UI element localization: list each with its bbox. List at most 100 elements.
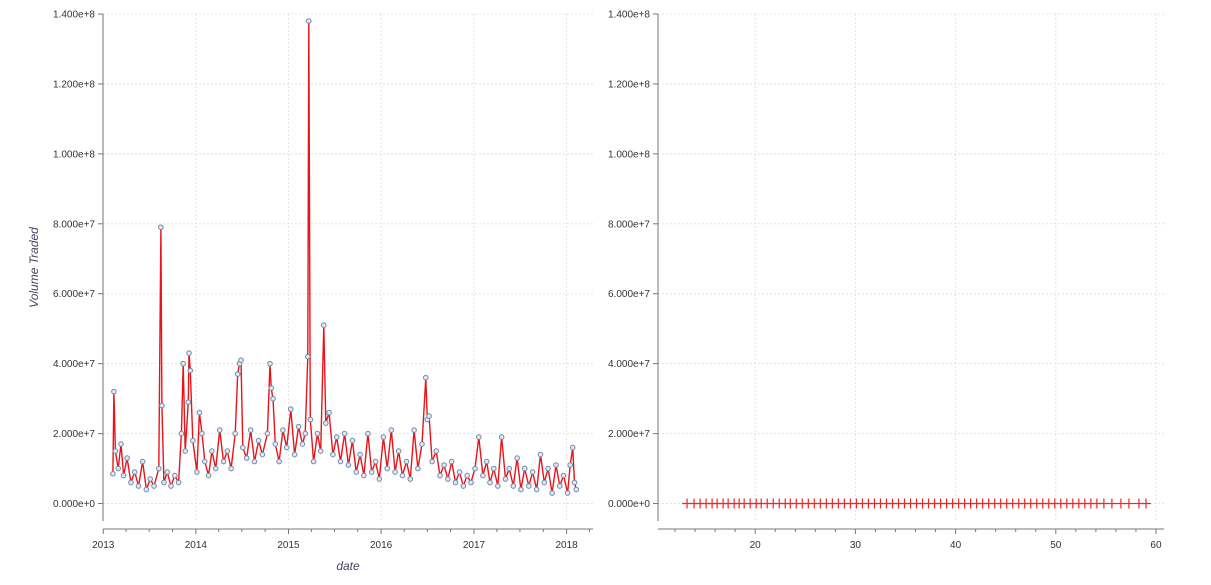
data-point — [314, 430, 321, 437]
x-tick-label: 40 — [950, 540, 962, 551]
y-axis-label: Volume Traded — [27, 227, 41, 308]
x-axis-label: date — [336, 559, 360, 573]
data-point — [247, 427, 254, 433]
data-point — [365, 430, 371, 437]
data-point — [456, 469, 463, 475]
data-point — [349, 437, 356, 444]
y-tick-label: 8.000e+7 — [608, 219, 650, 230]
data-point — [216, 427, 223, 433]
data-point — [276, 458, 282, 465]
data-point — [264, 430, 271, 437]
data-point — [199, 430, 205, 437]
data-point — [118, 441, 124, 447]
grid — [658, 13, 1164, 521]
data-point — [448, 458, 455, 465]
y-tick-label: 1.000e+8 — [608, 149, 650, 160]
data-point — [161, 479, 167, 486]
data-point — [380, 434, 387, 440]
x-tick-label: 30 — [850, 540, 862, 551]
data-point — [158, 224, 164, 231]
data-point — [310, 458, 317, 465]
y-tick-label: 1.400e+8 — [53, 10, 95, 21]
data-point — [317, 448, 324, 454]
data-point — [291, 451, 298, 458]
data-point — [452, 479, 459, 486]
y-tick-label: 6.000e+7 — [53, 289, 95, 300]
data-point — [422, 374, 429, 381]
data-point — [468, 479, 474, 486]
y-tick-label: 0.000e+0 — [53, 499, 95, 510]
data-point — [304, 353, 311, 360]
data-point — [143, 486, 150, 493]
data-point — [330, 451, 336, 458]
x-tick-label: 50 — [1050, 540, 1062, 551]
data-point — [564, 490, 571, 496]
data-point — [326, 409, 332, 416]
data-point — [147, 476, 153, 482]
data-point — [437, 472, 443, 479]
data-point — [135, 483, 142, 489]
data-point — [299, 441, 306, 447]
y-tick-label: 1.200e+8 — [608, 79, 650, 90]
y-tick-label: 8.000e+7 — [53, 219, 95, 230]
y-tick-label: 4.000e+7 — [608, 359, 650, 370]
data-point — [295, 423, 302, 430]
series-markers — [682, 498, 1151, 509]
volume-by-date-plot: 0.000e+0 2.000e+7 4.000e+7 6.000e+7 8.000e+7… — [27, 10, 593, 573]
y-tick-label: 6.000e+7 — [608, 289, 650, 300]
data-point — [361, 472, 367, 479]
data-point — [220, 458, 227, 465]
y-tick-label: 1.200e+8 — [53, 79, 95, 90]
x-tick-label: 60 — [1150, 540, 1162, 551]
data-point — [490, 465, 497, 472]
data-point — [403, 458, 410, 465]
data-point — [307, 416, 314, 423]
series-line — [112, 20, 577, 494]
data-point — [529, 469, 536, 475]
data-point — [498, 434, 505, 440]
data-point — [232, 430, 239, 437]
data-point — [553, 462, 559, 468]
data-point — [175, 479, 182, 486]
data-point — [573, 486, 580, 493]
data-point — [333, 434, 340, 440]
data-point — [259, 451, 266, 458]
volume-line — [112, 20, 577, 494]
data-point — [151, 483, 157, 489]
data-point — [560, 472, 567, 479]
series-markers — [110, 18, 580, 496]
grid — [102, 13, 593, 521]
data-point — [549, 490, 555, 496]
data-point — [131, 469, 138, 475]
data-point — [357, 451, 363, 458]
y-tick-label: 4.000e+7 — [53, 359, 95, 370]
scatter-plot: 0.000e+0 2.000e+7 4.000e+7 6.000e+7 8.000e+7… — [608, 10, 1164, 551]
data-point — [251, 458, 258, 465]
data-point — [283, 444, 290, 451]
data-point — [506, 465, 513, 472]
data-point — [392, 469, 398, 475]
data-point — [224, 448, 231, 454]
data-point — [186, 350, 192, 356]
cross-marker — [1123, 498, 1134, 509]
data-point — [567, 462, 573, 468]
data-point — [487, 479, 493, 486]
x-tick-label: 2016 — [370, 540, 393, 551]
data-point — [182, 448, 189, 454]
data-point — [240, 444, 246, 451]
data-point — [460, 483, 467, 489]
data-point — [353, 469, 360, 475]
data-point — [502, 476, 509, 482]
data-point — [111, 388, 117, 395]
data-point — [194, 469, 200, 475]
data-point — [305, 18, 312, 24]
data-point — [429, 458, 435, 465]
data-point — [441, 462, 447, 468]
data-point — [180, 360, 186, 367]
data-point — [545, 465, 551, 472]
data-point — [112, 448, 119, 454]
y-tick-label: 0.000e+0 — [608, 499, 650, 510]
y-tick-label: 1.000e+8 — [53, 149, 95, 160]
data-point — [159, 402, 165, 409]
x-tick-label: 2013 — [92, 540, 115, 551]
